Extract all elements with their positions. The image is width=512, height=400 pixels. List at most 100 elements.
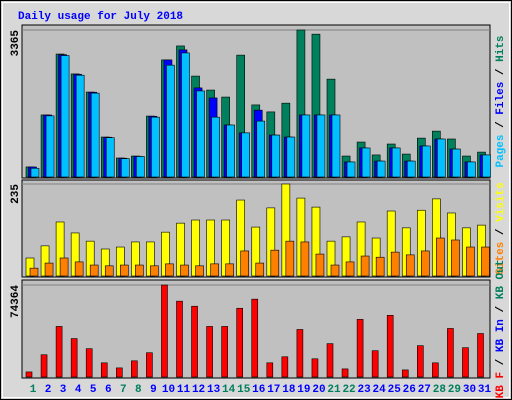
bar: [131, 360, 138, 378]
bar: [477, 333, 484, 378]
legend-entry: Hits: [495, 35, 507, 61]
bar: [311, 358, 319, 378]
bar: [104, 265, 114, 277]
y-tick-label: 235: [10, 184, 22, 204]
bar: [40, 354, 48, 378]
bar: [356, 319, 364, 378]
bar: [181, 52, 190, 178]
x-tick-label: 5: [90, 384, 97, 396]
bar: [371, 350, 379, 378]
bar: [136, 156, 145, 178]
bar: [60, 55, 70, 178]
bar: [436, 237, 445, 277]
legend-separator: /: [495, 222, 507, 242]
bar: [451, 239, 460, 277]
bar: [59, 257, 69, 277]
bar: [330, 264, 340, 277]
bar: [301, 114, 311, 178]
bar: [176, 300, 183, 378]
x-tick-label: 11: [177, 384, 191, 396]
legend-entry: KB In: [495, 319, 507, 352]
x-tick-label: 6: [105, 384, 112, 396]
legend: Pages / Files / Hits: [495, 35, 507, 167]
x-tick-label: 8: [135, 384, 142, 396]
legend-entry: Sites: [495, 242, 507, 275]
bar: [326, 343, 334, 378]
bar: [462, 347, 469, 378]
bar: [45, 115, 55, 178]
x-tick-label: 4: [75, 384, 82, 396]
bar: [70, 338, 78, 378]
bar: [360, 255, 370, 277]
bar: [135, 264, 144, 277]
x-tick-label: 7: [120, 384, 127, 396]
legend-separator: /: [495, 299, 507, 319]
x-tick-label: 21: [327, 384, 341, 396]
x-tick-label: 10: [162, 384, 175, 396]
bar: [211, 116, 220, 178]
bar: [74, 261, 84, 277]
bar: [315, 253, 325, 277]
bar: [221, 326, 228, 378]
bar: [346, 161, 356, 178]
y-tick-label: 3365: [10, 30, 22, 57]
bar: [240, 250, 249, 277]
plot-area: [21, 24, 491, 179]
x-tick-label: 26: [403, 384, 416, 396]
legend: Sites / Visits: [495, 182, 507, 274]
bar: [466, 246, 475, 277]
bar: [196, 90, 205, 178]
bar: [241, 132, 250, 178]
bar: [341, 368, 349, 378]
bar: [256, 120, 266, 178]
bar: [30, 167, 40, 178]
legend-separator: /: [495, 115, 507, 135]
x-tick-label: 3: [60, 384, 67, 396]
legend-separator: /: [495, 352, 507, 372]
bar: [375, 256, 385, 277]
bar: [29, 267, 39, 277]
bar: [386, 315, 394, 378]
bar: [161, 284, 168, 378]
bar: [300, 241, 310, 277]
bar: [447, 328, 454, 378]
legend-separator: /: [495, 62, 507, 82]
bar: [25, 371, 33, 378]
bar: [416, 345, 424, 378]
x-tick-label: 13: [207, 384, 221, 396]
bar: [195, 265, 204, 277]
x-tick-label: 1: [30, 384, 37, 396]
bar: [361, 147, 371, 178]
bar: [281, 356, 289, 378]
x-tick-label: 22: [342, 384, 355, 396]
bar: [467, 161, 476, 178]
bar: [405, 254, 415, 277]
x-tick-label: 31: [478, 384, 492, 396]
legend-entry: KB Out: [495, 260, 507, 300]
bar: [105, 137, 115, 178]
bar: [376, 160, 386, 178]
bar: [226, 124, 235, 178]
x-tick-label: 19: [297, 384, 310, 396]
bar: [210, 263, 219, 277]
bar: [151, 116, 160, 178]
x-tick-label: 30: [463, 384, 476, 396]
bar: [296, 329, 304, 378]
x-tick-label: 23: [357, 384, 371, 396]
bar: [100, 362, 108, 378]
bar: [270, 249, 280, 277]
bar: [150, 265, 159, 277]
bar: [452, 148, 461, 178]
bar: [55, 326, 63, 378]
bar: [316, 114, 326, 178]
bar: [85, 348, 93, 378]
bar: [482, 154, 491, 178]
chart-title: Daily usage for July 2018: [18, 11, 183, 23]
bar: [390, 251, 400, 277]
x-tick-label: 2: [45, 384, 52, 396]
x-tick-label: 28: [433, 384, 447, 396]
x-tick-label: 16: [252, 384, 265, 396]
bar: [285, 240, 295, 277]
bar: [121, 158, 130, 178]
